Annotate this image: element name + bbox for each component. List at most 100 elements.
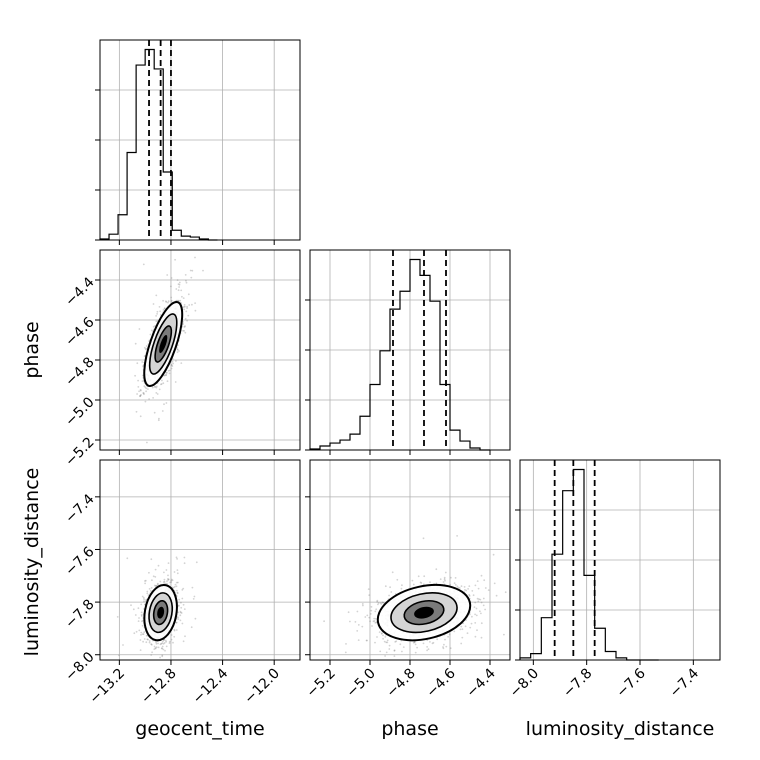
scatter-point: [183, 562, 186, 565]
scatter-point: [370, 609, 373, 612]
scatter-point: [504, 591, 507, 594]
scatter-point: [386, 641, 389, 644]
scatter-point: [467, 588, 469, 590]
scatter-point: [457, 586, 460, 589]
x-tick-label: −7.4: [667, 665, 702, 700]
scatter-point: [477, 600, 480, 603]
scatter-point: [378, 631, 381, 633]
scatter-point: [183, 304, 186, 306]
scatter-point: [163, 580, 166, 583]
scatter-point: [142, 365, 145, 368]
scatter-point: [444, 638, 446, 641]
scatter-point: [141, 595, 144, 598]
scatter-point: [169, 581, 172, 584]
scatter-point: [439, 578, 442, 581]
scatter-point: [371, 625, 373, 627]
scatter-point: [142, 640, 145, 643]
scatter-point: [474, 635, 477, 638]
scatter-point: [173, 585, 176, 588]
scatter-point: [187, 314, 190, 317]
scatter-point: [191, 586, 194, 589]
scatter-point: [442, 646, 444, 648]
scatter-point: [414, 643, 417, 646]
xlabel-phase: phase: [381, 718, 438, 740]
scatter-point: [139, 395, 142, 398]
scatter-point: [194, 256, 196, 259]
scatter-point: [164, 582, 167, 585]
scatter-point: [183, 608, 186, 610]
scatter-point: [373, 617, 376, 620]
scatter-point: [149, 590, 152, 592]
scatter-point: [154, 585, 157, 587]
scatter-point: [354, 621, 357, 623]
scatter-point: [143, 631, 146, 634]
scatter-point: [154, 647, 157, 650]
y-tick-label: −7.4: [62, 491, 97, 526]
scatter-point: [141, 374, 144, 377]
scatter-point: [153, 584, 156, 587]
scatter-point: [184, 274, 187, 276]
scatter-point: [376, 599, 379, 602]
x-tick-label: −5.0: [343, 666, 378, 701]
scatter-point: [116, 470, 118, 472]
scatter-point: [376, 636, 378, 638]
scatter-point: [391, 571, 394, 574]
scatter-point: [390, 591, 393, 593]
scatter-point: [139, 395, 142, 397]
panel-luminosity-distance-vs-geocent-time: [100, 460, 300, 660]
scatter-point: [179, 610, 182, 613]
scatter-point: [158, 388, 161, 391]
scatter-point: [160, 383, 162, 386]
scatter-point: [381, 601, 384, 604]
scatter-point: [178, 286, 181, 288]
scatter-point: [153, 411, 156, 414]
scatter-point: [480, 601, 483, 604]
scatter-point: [165, 300, 167, 303]
scatter-point: [185, 279, 187, 282]
scatter-point: [159, 310, 162, 313]
scatter-point: [357, 624, 360, 626]
panel-phase-vs-geocent-time: [100, 250, 300, 472]
scatter-point: [166, 582, 168, 585]
scatter-point: [456, 585, 459, 588]
scatter-point: [176, 572, 179, 575]
scatter-point: [167, 301, 169, 304]
scatter-point: [142, 596, 145, 599]
scatter-point: [484, 608, 486, 611]
scatter-point: [150, 654, 153, 656]
scatter-point: [472, 594, 475, 597]
scatter-point: [388, 644, 391, 647]
scatter-point: [143, 598, 146, 601]
scatter-point: [170, 299, 173, 302]
scatter-point: [167, 369, 170, 372]
scatter-point: [382, 634, 384, 637]
scatter-point: [385, 651, 388, 654]
scatter-point: [136, 362, 139, 365]
scatter-point: [177, 611, 180, 614]
x-tick-label: −12.8: [138, 666, 180, 708]
scatter-point: [177, 618, 180, 620]
scatter-point: [388, 648, 391, 650]
scatter-point: [368, 594, 371, 596]
scatter-point: [181, 295, 183, 298]
scatter-point: [183, 306, 185, 308]
scatter-point: [426, 649, 428, 652]
xlabel-geocent-time: geocent_time: [135, 718, 264, 740]
scatter-point: [154, 386, 156, 388]
y-tick-label: −5.2: [62, 434, 97, 469]
scatter-point: [399, 643, 402, 646]
scatter-point: [130, 604, 132, 607]
scatter-point: [380, 603, 383, 605]
scatter-point: [194, 617, 197, 620]
scatter-point: [443, 643, 445, 646]
scatter-point: [147, 388, 149, 390]
scatter-point: [468, 595, 471, 597]
y-tick-label: −4.4: [62, 274, 97, 309]
scatter-point: [170, 277, 173, 279]
scatter-point: [349, 620, 351, 623]
scatter-point: [190, 626, 193, 629]
scatter-point: [394, 641, 397, 643]
scatter-point: [442, 581, 445, 583]
scatter-point: [470, 622, 473, 625]
scatter-point: [177, 299, 180, 302]
